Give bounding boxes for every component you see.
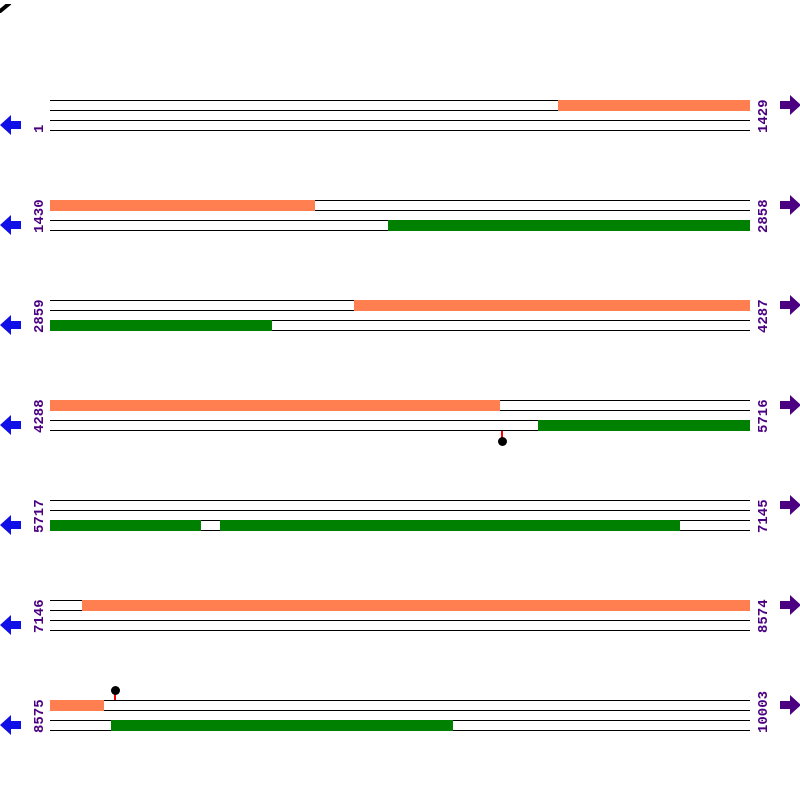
row-start-label: 1430 (32, 199, 48, 233)
marker-dot-icon (110, 685, 120, 695)
forward-strand-right-arrow-icon (779, 295, 800, 315)
strand-line (50, 120, 750, 121)
forward-strand-right-arrow-icon (779, 695, 800, 715)
forward-orf-feature (50, 200, 315, 211)
forward-orf-feature (82, 600, 750, 611)
reverse-strand-left-arrow-icon (0, 515, 22, 535)
sequence-row: 7146 8574 (0, 550, 800, 650)
forward-orf-feature (558, 100, 750, 111)
sequence-row: 2859 4287 (0, 250, 800, 350)
strand-line (50, 210, 750, 211)
reverse-orf-feature (538, 420, 750, 431)
strand-line (50, 700, 750, 701)
strand-line (50, 330, 750, 331)
row-start-label: 5717 (32, 499, 48, 533)
marker-stem (114, 693, 116, 700)
forward-strand-right-arrow-icon (779, 95, 800, 115)
row-start-label: 7146 (32, 599, 48, 633)
sequence-row: 1430 2858 (0, 150, 800, 250)
row-end-label: 2858 (756, 199, 772, 233)
forward-strand-right-arrow-icon (779, 495, 800, 515)
sequence-row: 8575 10003 (0, 650, 800, 750)
row-end-label: 1429 (756, 99, 772, 133)
reverse-orf-feature (50, 320, 272, 331)
reverse-strand-left-arrow-icon (0, 315, 22, 335)
forward-strand-right-arrow-icon (779, 195, 800, 215)
strand-line (50, 620, 750, 621)
row-start-label: 1 (32, 124, 48, 133)
row-end-label: 8574 (756, 599, 772, 633)
reverse-strand-left-arrow-icon (0, 715, 22, 735)
forward-strand-right-arrow-icon (779, 595, 800, 615)
row-start-label: 4288 (32, 399, 48, 433)
strand-line (50, 710, 750, 711)
strand-line (50, 200, 750, 201)
forward-orf-feature (50, 400, 500, 411)
row-start-label: 8575 (32, 699, 48, 733)
corner-glyph-mark (0, 0, 12, 18)
strand-line (50, 420, 750, 421)
sequence-row: 5717 7145 (0, 450, 800, 550)
reverse-strand-left-arrow-icon (0, 415, 22, 435)
sequence-row: 1 1429 (0, 50, 800, 150)
strand-line (50, 100, 750, 101)
marker-stem (501, 431, 503, 438)
sequence-row: 4288 5716 (0, 350, 800, 450)
strand-line (50, 430, 750, 431)
strand-line (50, 320, 750, 321)
row-end-label: 4287 (756, 299, 772, 333)
reverse-orf-feature (50, 520, 201, 531)
row-end-label: 5716 (756, 399, 772, 433)
marker-dot-icon (497, 436, 507, 446)
row-end-label: 10003 (756, 690, 772, 733)
strand-line (50, 630, 750, 631)
reverse-orf-feature (220, 520, 680, 531)
row-start-label: 2859 (32, 299, 48, 333)
row-end-label: 7145 (756, 499, 772, 533)
reverse-strand-left-arrow-icon (0, 115, 22, 135)
reverse-orf-feature (388, 220, 750, 231)
strand-line (50, 110, 750, 111)
reverse-strand-left-arrow-icon (0, 215, 22, 235)
forward-strand-right-arrow-icon (779, 395, 800, 415)
strand-line (50, 130, 750, 131)
forward-orf-feature (50, 700, 104, 711)
forward-orf-feature (354, 300, 750, 311)
strand-line (50, 510, 750, 511)
strand-line (50, 500, 750, 501)
reverse-strand-left-arrow-icon (0, 615, 22, 635)
reverse-orf-feature (111, 720, 453, 731)
